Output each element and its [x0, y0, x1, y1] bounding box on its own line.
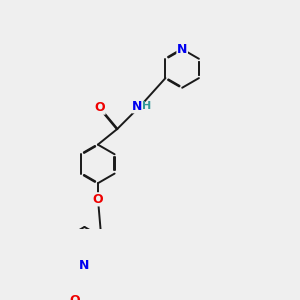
Text: N: N	[177, 43, 188, 56]
Text: O: O	[93, 193, 103, 206]
Text: O: O	[70, 294, 80, 300]
Text: N: N	[132, 100, 142, 113]
Text: N: N	[79, 259, 90, 272]
Text: O: O	[94, 101, 105, 114]
Text: H: H	[142, 101, 151, 111]
